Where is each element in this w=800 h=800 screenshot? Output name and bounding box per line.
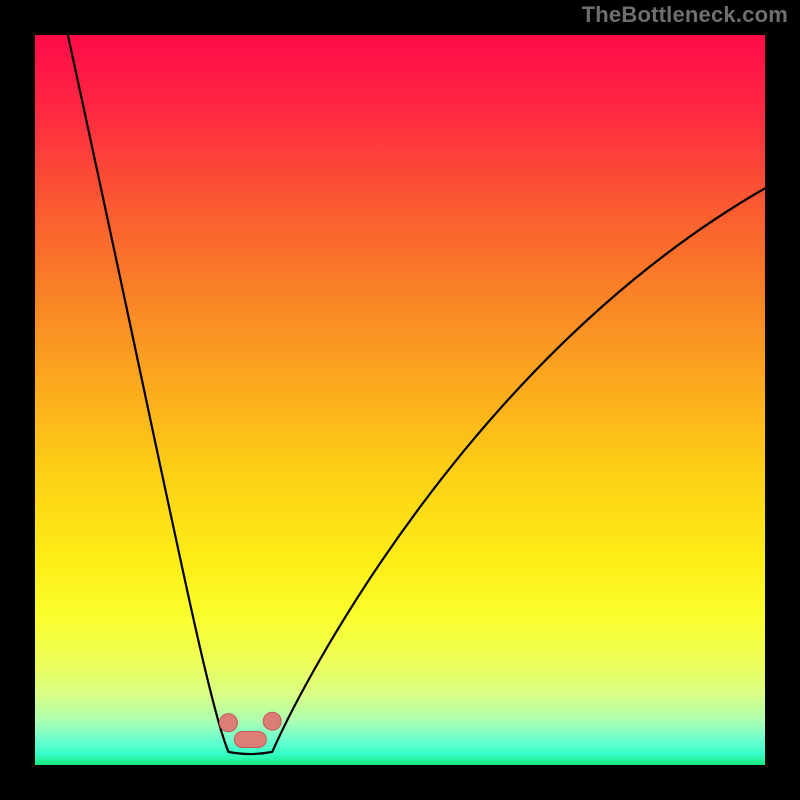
plot-area [35,35,765,765]
bottleneck-chart-svg [35,35,765,765]
gradient-background [35,35,765,765]
optimal-marker-dot-right [263,712,281,730]
optimal-marker-bar [234,731,266,747]
watermark-text: TheBottleneck.com [582,2,788,28]
optimal-marker-dot-left [219,714,237,732]
chart-container: TheBottleneck.com [0,0,800,800]
